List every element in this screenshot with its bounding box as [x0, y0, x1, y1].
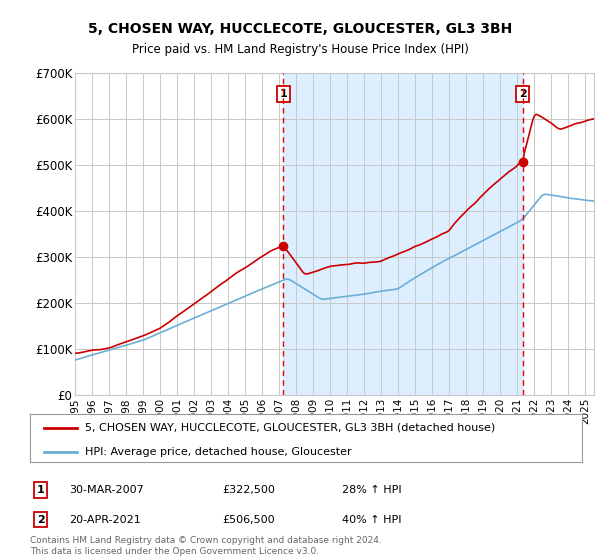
- Text: 2: 2: [518, 88, 526, 99]
- Text: 1: 1: [280, 88, 287, 99]
- Text: 1: 1: [37, 485, 44, 495]
- Text: Contains HM Land Registry data © Crown copyright and database right 2024.
This d: Contains HM Land Registry data © Crown c…: [30, 536, 382, 556]
- Text: 30-MAR-2007: 30-MAR-2007: [69, 485, 144, 495]
- Text: Price paid vs. HM Land Registry's House Price Index (HPI): Price paid vs. HM Land Registry's House …: [131, 43, 469, 56]
- Text: 5, CHOSEN WAY, HUCCLECOTE, GLOUCESTER, GL3 3BH: 5, CHOSEN WAY, HUCCLECOTE, GLOUCESTER, G…: [88, 22, 512, 36]
- Text: £322,500: £322,500: [222, 485, 275, 495]
- Text: HPI: Average price, detached house, Gloucester: HPI: Average price, detached house, Glou…: [85, 446, 352, 456]
- Text: 2: 2: [37, 515, 44, 525]
- Text: 40% ↑ HPI: 40% ↑ HPI: [342, 515, 401, 525]
- Text: 20-APR-2021: 20-APR-2021: [69, 515, 141, 525]
- Text: £506,500: £506,500: [222, 515, 275, 525]
- Text: 28% ↑ HPI: 28% ↑ HPI: [342, 485, 401, 495]
- Text: 5, CHOSEN WAY, HUCCLECOTE, GLOUCESTER, GL3 3BH (detached house): 5, CHOSEN WAY, HUCCLECOTE, GLOUCESTER, G…: [85, 423, 496, 433]
- Bar: [283, 73, 523, 395]
